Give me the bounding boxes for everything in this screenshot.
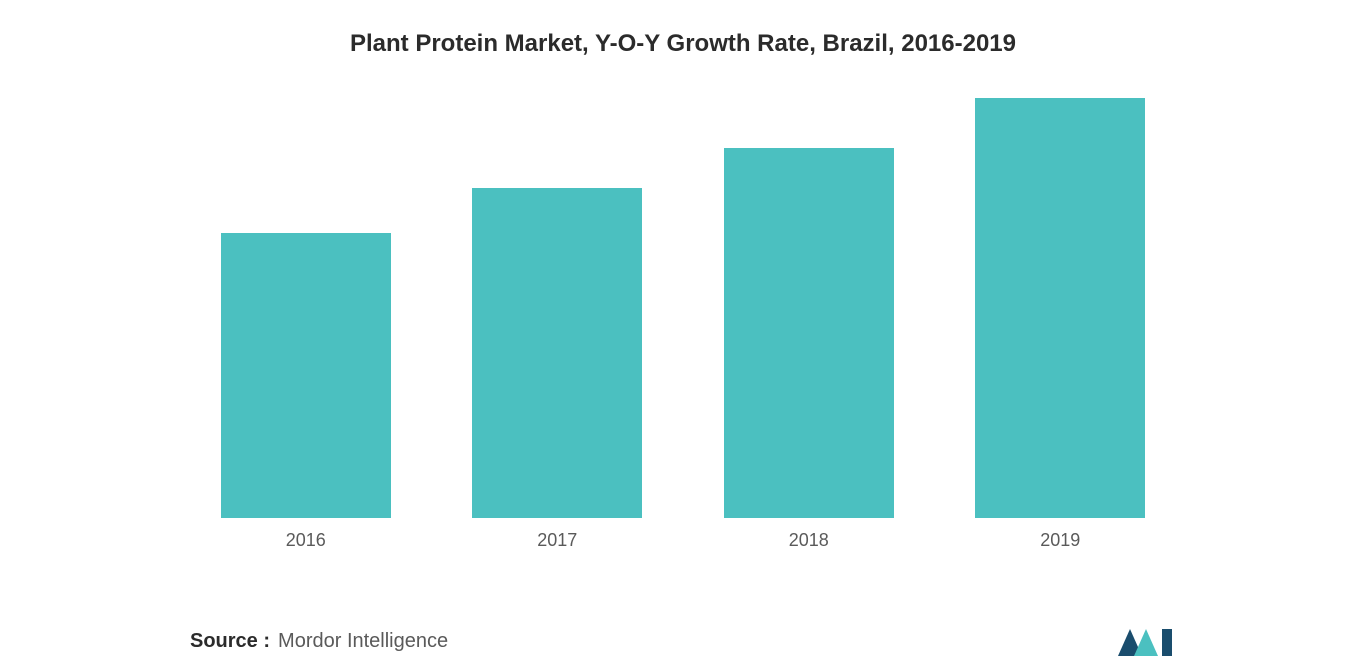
source-label: Source : <box>190 630 270 653</box>
bar-2018 <box>724 148 894 518</box>
bar-2019 <box>975 98 1145 518</box>
bar-group: 2016 <box>216 233 396 551</box>
bar-2017 <box>472 188 642 518</box>
source-line: Source : Mordor Intelligence <box>60 621 1306 661</box>
bar-label: 2018 <box>789 530 829 551</box>
chart-container: Plant Protein Market, Y-O-Y Growth Rate,… <box>0 0 1366 655</box>
source-value: Mordor Intelligence <box>278 630 448 653</box>
bar-group: 2019 <box>970 98 1150 551</box>
bar-group: 2017 <box>467 188 647 551</box>
source-text: Source : Mordor Intelligence <box>190 630 448 653</box>
chart-area: 2016 2017 2018 2019 <box>60 98 1306 551</box>
bar-2016 <box>221 233 391 518</box>
chart-title: Plant Protein Market, Y-O-Y Growth Rate,… <box>60 30 1306 58</box>
bar-label: 2017 <box>537 530 577 551</box>
bar-label: 2019 <box>1040 530 1080 551</box>
brand-logo-icon <box>1116 621 1176 661</box>
bar-group: 2018 <box>719 148 899 551</box>
bar-label: 2016 <box>286 530 326 551</box>
